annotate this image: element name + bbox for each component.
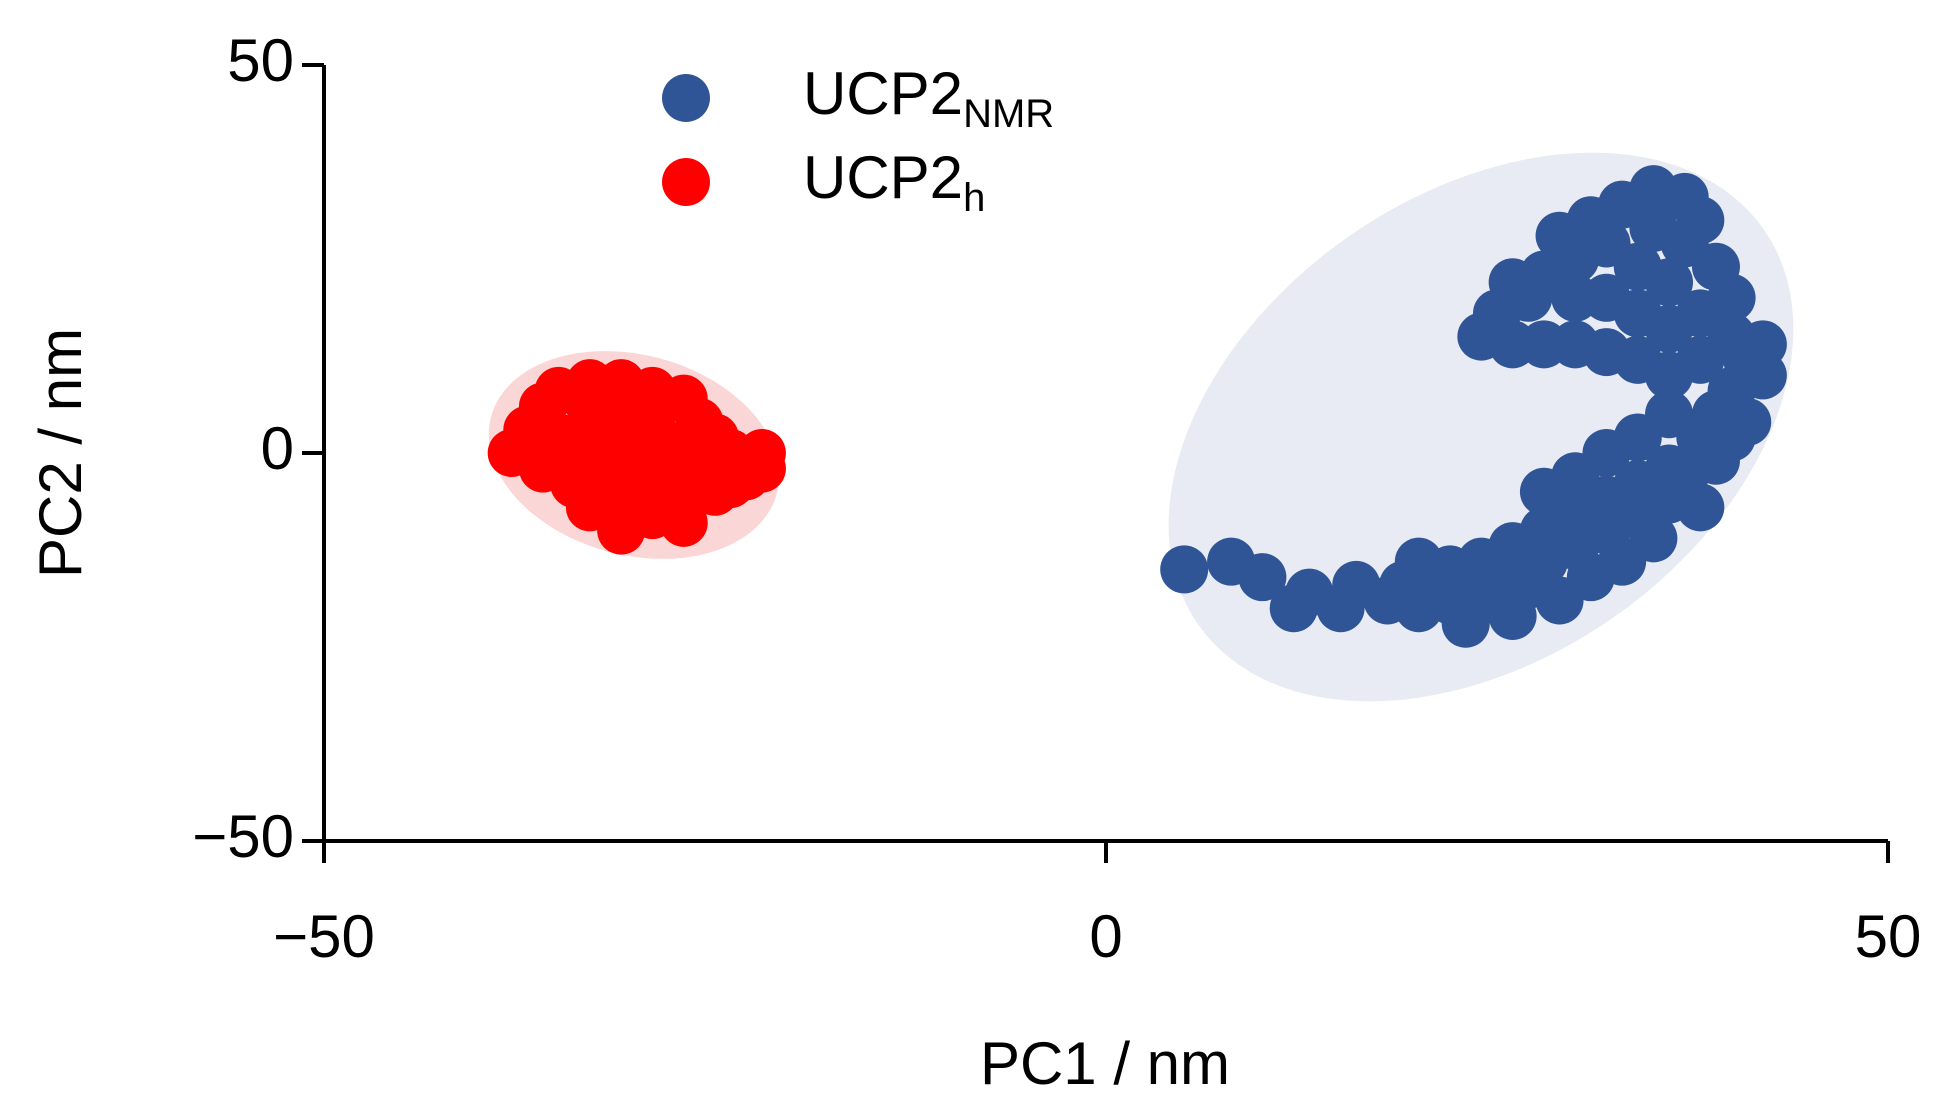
point (597, 506, 646, 555)
cluster-region (1168, 152, 1794, 702)
point (1723, 397, 1772, 446)
y-tick-label: 0 (261, 415, 294, 482)
legend-subscript: NMR (963, 92, 1054, 136)
legend-marker (662, 158, 710, 206)
point (612, 382, 661, 431)
legend-marker (662, 74, 710, 122)
point (1645, 258, 1694, 307)
point (550, 421, 599, 470)
point (1426, 576, 1475, 625)
point (581, 467, 630, 516)
legend-name: UCP2 (803, 60, 963, 127)
x-axis-label: PC1 / nm (980, 1030, 1230, 1097)
point (1238, 553, 1287, 602)
point (1738, 320, 1787, 369)
point (1629, 514, 1678, 563)
point (1551, 273, 1600, 322)
x-tick-label: −50 (273, 903, 375, 970)
y-tick-label: 50 (227, 27, 294, 94)
points (487, 165, 1787, 648)
point (1473, 553, 1521, 602)
y-tick-label: −50 (192, 803, 294, 870)
x-tick-label: 50 (1855, 903, 1922, 970)
point (1160, 545, 1209, 594)
legend-subscript: h (963, 176, 985, 220)
point (565, 382, 614, 431)
point (659, 498, 708, 547)
x-tick-label: 0 (1089, 903, 1122, 970)
legend-label: UCP2NMR (803, 60, 1054, 136)
y-axis-label: PC2 / nm (27, 328, 94, 578)
point (1676, 483, 1725, 532)
point (1582, 219, 1631, 268)
legend-name: UCP2 (803, 144, 963, 211)
point (612, 421, 661, 470)
point (1519, 467, 1568, 516)
point (1379, 560, 1428, 609)
point (1629, 203, 1678, 252)
legend-label: UCP2h (803, 144, 985, 220)
point (737, 444, 786, 493)
